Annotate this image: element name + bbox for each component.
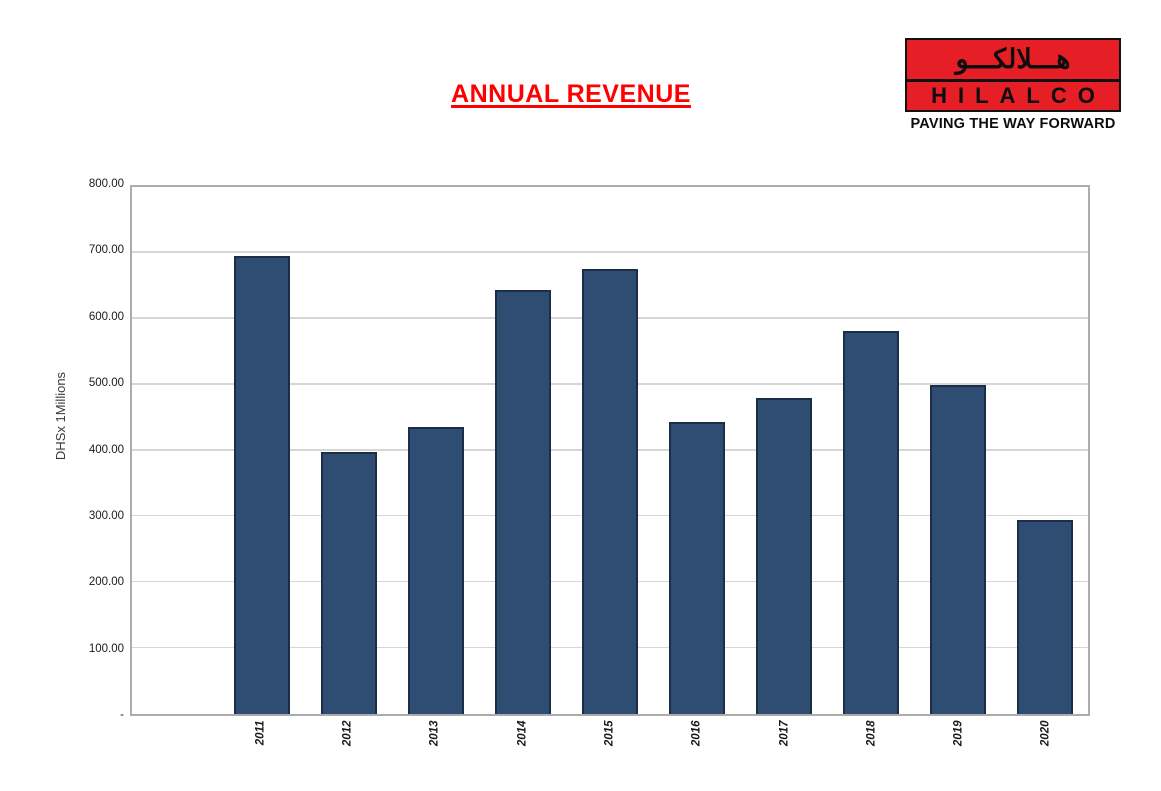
logo-box: هـــلالكـــو HILALCO bbox=[905, 38, 1121, 112]
x-tick-label-2020: 2020 bbox=[1039, 720, 1052, 747]
y-tick-label-200: 200.00 bbox=[88, 576, 124, 589]
bar-2016 bbox=[668, 422, 725, 714]
x-tick-label-2012: 2012 bbox=[341, 720, 354, 747]
bar-2018 bbox=[842, 331, 899, 714]
logo-latin-name: HILALCO bbox=[931, 83, 1106, 109]
x-tick-label-2018: 2018 bbox=[865, 720, 878, 747]
logo-divider bbox=[907, 79, 1119, 83]
y-tick-label-800: 800.00 bbox=[88, 178, 124, 190]
bar-2014 bbox=[495, 290, 552, 714]
y-axis-title: DHSx 1Millions bbox=[53, 371, 68, 461]
gridline-700 bbox=[132, 251, 1088, 253]
plot-area bbox=[130, 185, 1090, 716]
x-tick-label-2011: 2011 bbox=[254, 720, 267, 746]
y-tick-label-300: 300.00 bbox=[88, 509, 124, 522]
y-tick-label-500: 500.00 bbox=[88, 377, 124, 390]
bar-2013 bbox=[408, 427, 465, 714]
y-tick-label-700: 700.00 bbox=[88, 244, 124, 257]
x-tick-label-2014: 2014 bbox=[516, 720, 529, 747]
y-tick-label-100: 100.00 bbox=[88, 642, 124, 655]
logo-arabic-name: هـــلالكـــو bbox=[955, 44, 1071, 75]
y-tick-label-400: 400.00 bbox=[88, 443, 124, 456]
bar-2011 bbox=[234, 256, 291, 714]
page-title: ANNUAL REVENUE bbox=[451, 80, 691, 108]
y-tick-label-0: - bbox=[120, 709, 124, 721]
company-logo: هـــلالكـــو HILALCO PAVING THE WAY FORW… bbox=[905, 38, 1121, 132]
bar-2015 bbox=[582, 269, 638, 714]
logo-tagline: PAVING THE WAY FORWARD bbox=[910, 116, 1116, 132]
bar-2019 bbox=[929, 384, 986, 714]
bar-2012 bbox=[321, 451, 378, 714]
x-tick-label-2013: 2013 bbox=[428, 720, 441, 747]
x-tick-label-2016: 2016 bbox=[690, 720, 703, 747]
x-tick-label-2019: 2019 bbox=[952, 720, 965, 747]
bar-2020 bbox=[1016, 519, 1073, 714]
bar-2017 bbox=[755, 397, 812, 714]
y-tick-label-600: 600.00 bbox=[88, 310, 124, 323]
x-tick-label-2015: 2015 bbox=[603, 720, 616, 747]
x-tick-label-2017: 2017 bbox=[778, 720, 791, 747]
